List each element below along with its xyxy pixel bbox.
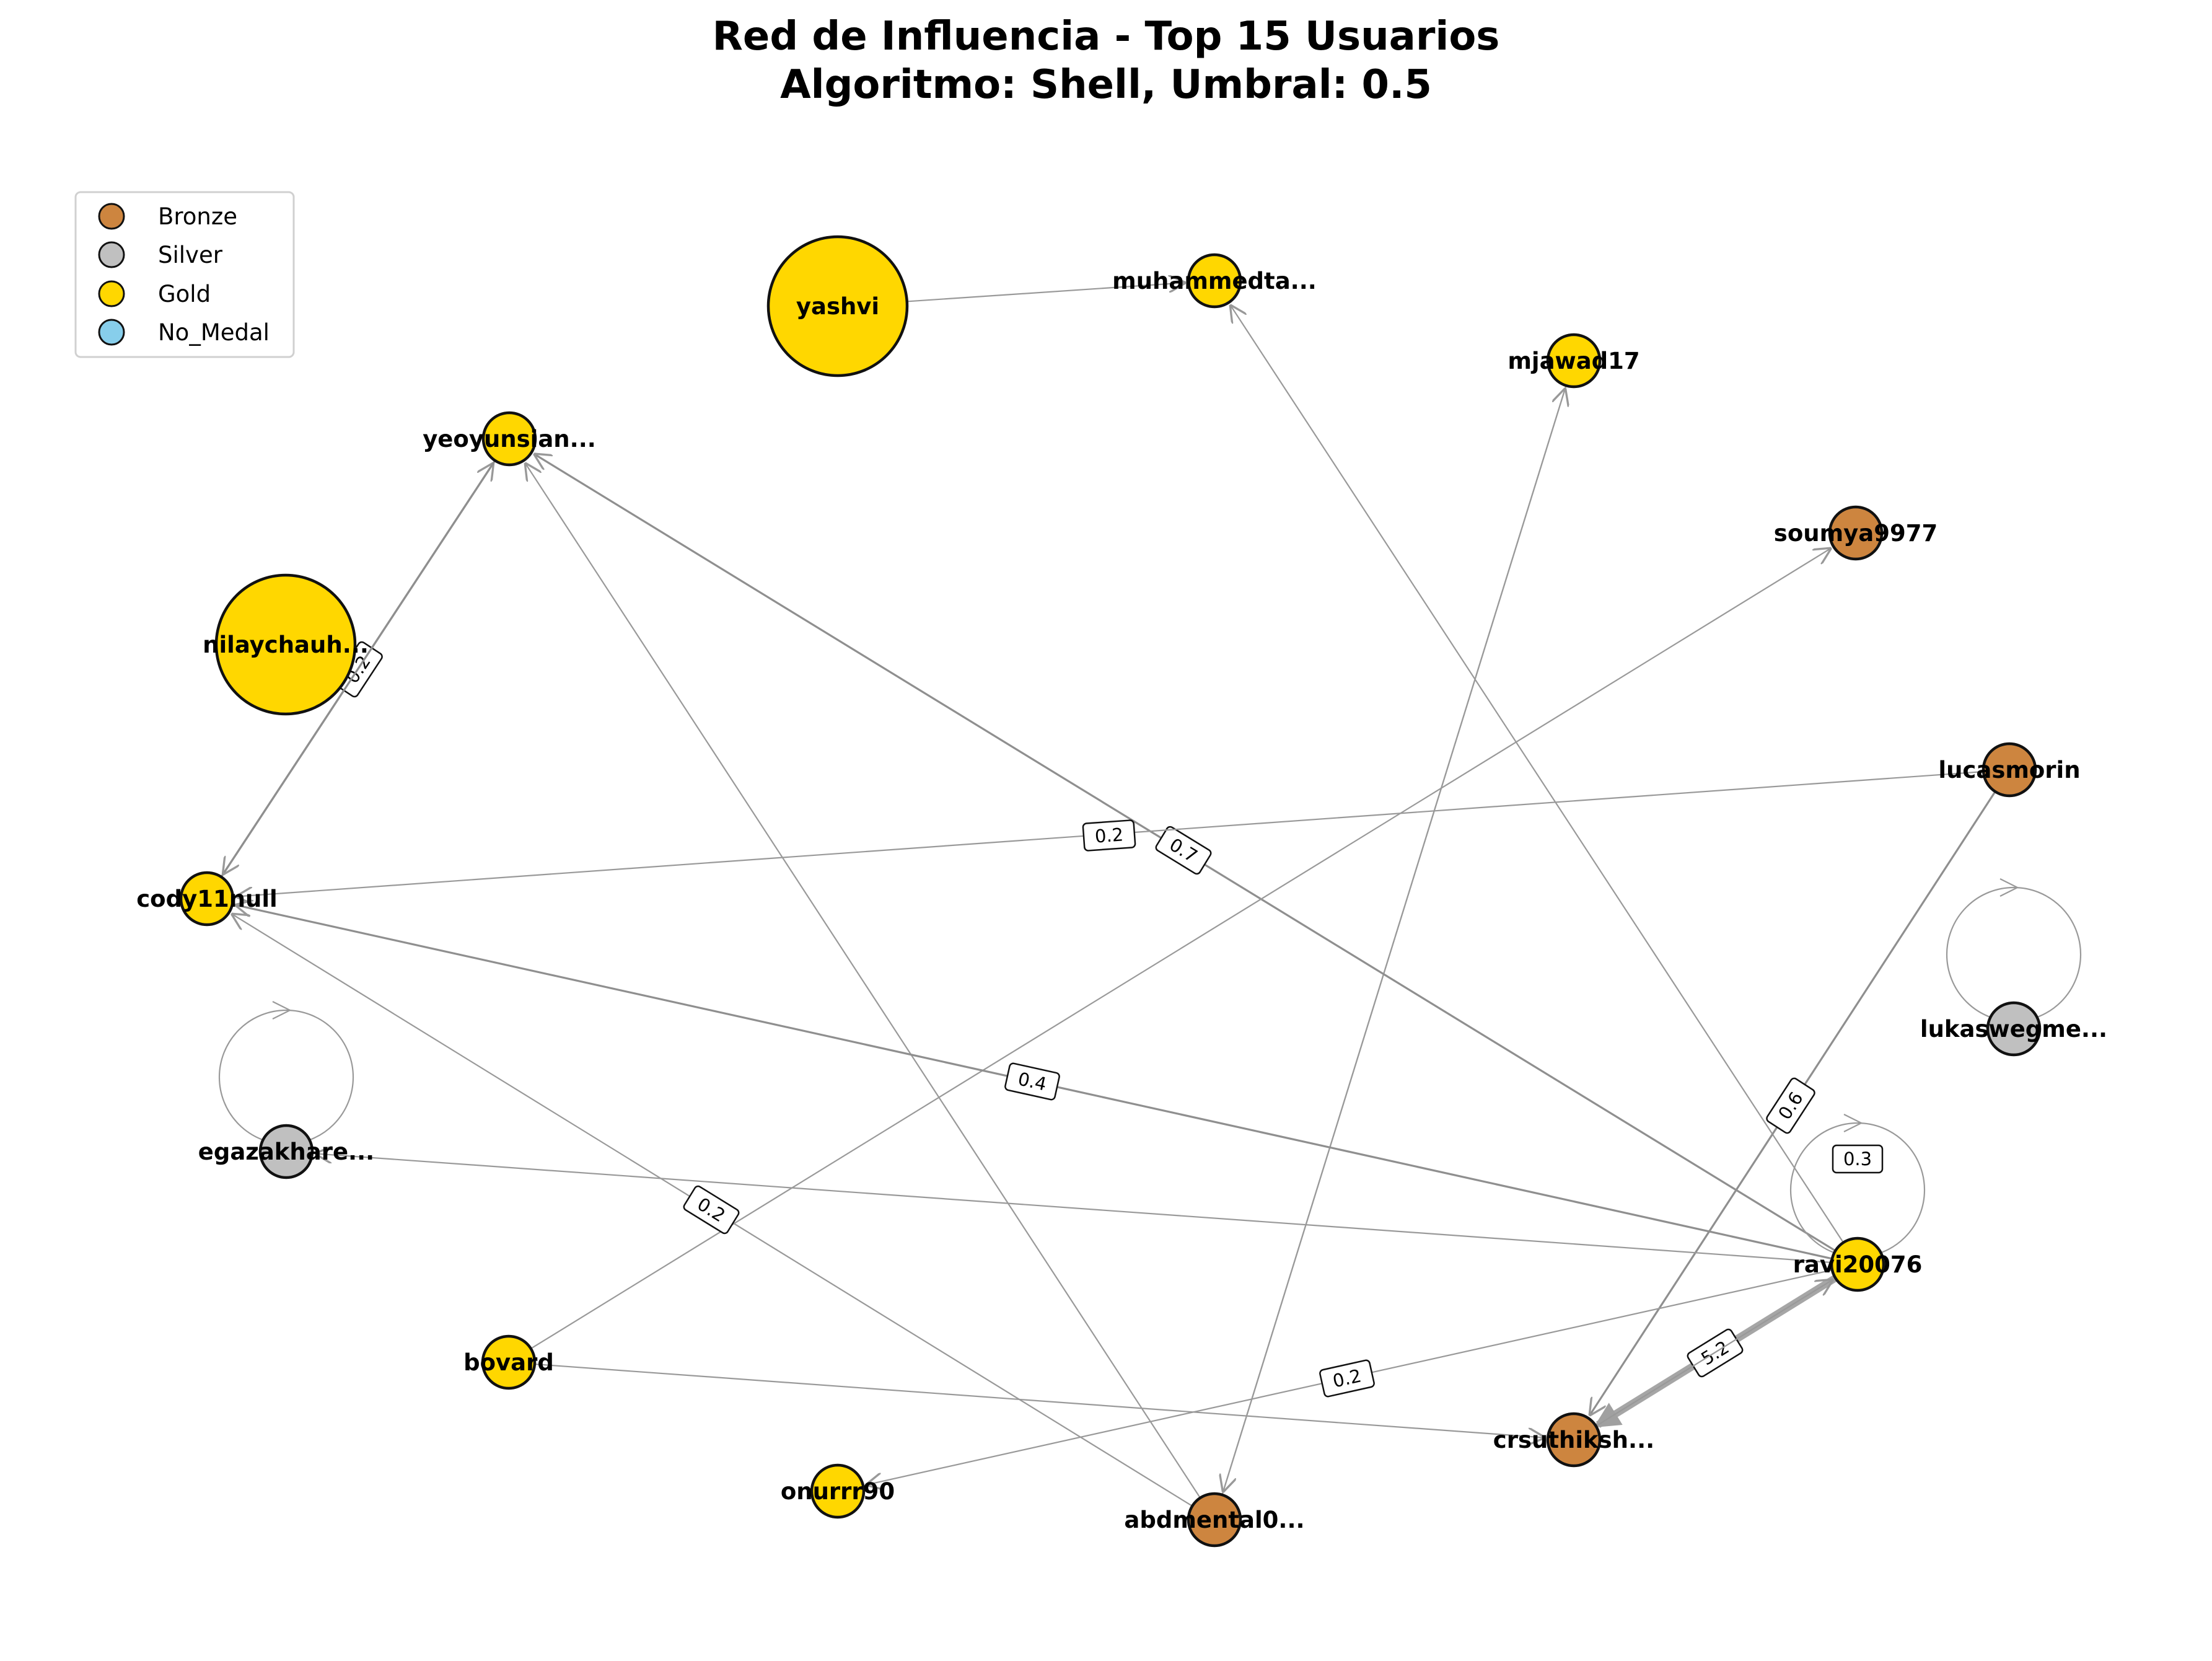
edge-lucasmorin-to-cody11null: 0.2 xyxy=(235,770,1984,897)
edge-weight-box xyxy=(1832,1144,1884,1174)
edge-weight-box xyxy=(1004,1062,1060,1101)
legend: Bronze Silver Gold No_Medal xyxy=(74,191,295,358)
edge-weight-label: 0.2 xyxy=(1094,824,1124,847)
edge-yeoyunsian-to-cody11null xyxy=(222,460,496,875)
node-ravi20076[interactable] xyxy=(1830,1236,1885,1292)
edge-ravi20076-to-ravi20076: 0.3 xyxy=(1789,1114,1926,1258)
legend-item-silver: Silver xyxy=(98,241,223,268)
edge-line xyxy=(530,548,1832,1349)
node-label-muhammedta: muhammedta... xyxy=(1112,268,1317,294)
edge-weight: 0.2 xyxy=(1082,819,1136,852)
edge-line xyxy=(1223,385,1567,1492)
node-label-cody11null: cody11null xyxy=(136,886,278,912)
node-muhammedta[interactable] xyxy=(1187,253,1242,309)
edge-crsuthiksh-to-ravi20076 xyxy=(1595,1279,1833,1427)
node-soumya9977[interactable] xyxy=(1828,505,1884,561)
node-label-ravi20076: ravi20076 xyxy=(1793,1251,1923,1278)
edge-ravi20076-to-egazakhare xyxy=(315,1153,1832,1264)
node-abdmental0[interactable] xyxy=(1187,1492,1242,1548)
edge-weight-label: 0.3 xyxy=(1843,1148,1872,1170)
edge-weight-box xyxy=(683,1185,740,1235)
chart-title-line-2: Algoritmo: Shell, Umbral: 0.5 xyxy=(780,62,1432,108)
node-label-abdmental0: abdmental0... xyxy=(1124,1507,1304,1533)
node-yashvi[interactable] xyxy=(766,235,909,377)
edge-bovard-to-crsuthiksh xyxy=(534,1363,1545,1438)
edge-line xyxy=(1595,1279,1833,1427)
edge-line xyxy=(1230,304,1844,1243)
node-cody11null[interactable] xyxy=(179,871,235,927)
node-yeoyunsian[interactable] xyxy=(481,411,537,467)
node-label-yeoyunsian: yeoyunsian... xyxy=(423,426,596,452)
self-loop-arrowhead xyxy=(1999,878,2019,897)
node-onurrr90[interactable] xyxy=(810,1463,866,1519)
node-mjawad17[interactable] xyxy=(1546,333,1602,389)
node-label-onurrr90: onurrr90 xyxy=(781,1478,895,1505)
legend-item-bronze: Bronze xyxy=(98,203,237,230)
edge-weight-box xyxy=(1766,1077,1815,1134)
node-label-egazakhare: egazakhare... xyxy=(198,1139,374,1165)
edge-yashvi-to-muhammedta xyxy=(906,283,1186,302)
node-lukaswegme[interactable] xyxy=(1986,1001,2042,1057)
legend-label-gold: Gold xyxy=(158,281,211,307)
node-labels-layer: yashvi muhammedta... mjawad17 yeoyunsian...… xyxy=(136,268,2107,1533)
edge-weight: 0.2 xyxy=(683,1185,740,1235)
node-label-crsuthiksh: crsuthiksh... xyxy=(1493,1427,1654,1453)
edge-mjawad17-to-abdmental0 xyxy=(1223,385,1567,1492)
nodes-layer xyxy=(179,235,2042,1548)
edge-bovard-to-soumya9977 xyxy=(530,548,1832,1349)
legend-swatch-gold xyxy=(98,280,125,307)
edge-abdmental0-to-cody11null: 0.2 xyxy=(231,914,1193,1507)
node-crsuthiksh[interactable] xyxy=(1546,1412,1602,1468)
edges-layer: 0.20.70.20.40.20.60.25.20.3 xyxy=(218,283,2082,1507)
legend-item-no-medal: No_Medal xyxy=(98,319,270,346)
edge-weight: 0.4 xyxy=(1004,1062,1060,1101)
edge-weight-box xyxy=(1082,819,1136,852)
edge-ravi20076-to-muhammedta xyxy=(1230,304,1844,1243)
legend-swatch-no-medal xyxy=(98,319,125,346)
node-label-mjawad17: mjawad17 xyxy=(1508,348,1639,374)
edge-line xyxy=(906,283,1186,302)
node-label-lukaswegme: lukaswegme... xyxy=(1920,1016,2107,1042)
edge-lukaswegme-to-lukaswegme xyxy=(1946,878,2082,1023)
self-loop-arrowhead xyxy=(1843,1114,1863,1132)
node-label-bovard: bovard xyxy=(463,1349,554,1376)
edge-line xyxy=(525,463,1201,1499)
legend-swatch-silver xyxy=(98,241,125,268)
edge-lucasmorin-to-crsuthiksh: 0.6 xyxy=(1589,791,1996,1416)
edge-ravi20076-to-cody11null: 0.4 xyxy=(235,905,1833,1260)
legend-item-gold: Gold xyxy=(98,280,211,307)
legend-swatch-bronze xyxy=(98,203,125,230)
edge-abdmental0-to-yeoyunsian xyxy=(525,463,1201,1499)
edge-ravi20076-to-yeoyunsian: 0.7 xyxy=(533,454,1837,1252)
edge-weight: 0.6 xyxy=(1766,1077,1815,1134)
legend-label-silver: Silver xyxy=(158,242,223,268)
legend-label-no-medal: No_Medal xyxy=(158,319,270,346)
edge-line xyxy=(222,460,496,875)
self-loop-ravi20076 xyxy=(1789,1122,1926,1258)
edge-weight: 0.7 xyxy=(1155,826,1212,875)
chart-title-line-1: Red de Influencia - Top 15 Usuarios xyxy=(713,14,1500,59)
legend-frame xyxy=(74,191,295,358)
node-lucasmorin[interactable] xyxy=(1982,742,2037,798)
node-label-nilaychauh: nilaychauh... xyxy=(203,632,369,658)
edge-egazakhare-to-egazakhare xyxy=(218,1001,354,1145)
node-egazakhare[interactable] xyxy=(258,1124,314,1179)
edge-line xyxy=(534,1363,1545,1438)
node-label-soumya9977: soumya9977 xyxy=(1774,520,1938,547)
self-loop-egazakhare xyxy=(218,1009,354,1145)
edge-line xyxy=(315,1153,1832,1264)
edge-weight-box xyxy=(1155,826,1212,875)
self-loop-arrowhead xyxy=(272,1001,292,1020)
edge-weight-box xyxy=(1319,1359,1375,1398)
edge-ravi20076-to-onurrr90: 0.2 xyxy=(866,1269,1833,1485)
node-nilaychauh[interactable] xyxy=(214,573,357,716)
node-label-yashvi: yashvi xyxy=(796,293,879,320)
edge-weight: 0.2 xyxy=(1319,1359,1375,1398)
node-bovard[interactable] xyxy=(481,1334,537,1390)
legend-label-bronze: Bronze xyxy=(158,203,237,230)
node-label-lucasmorin: lucasmorin xyxy=(1938,757,2080,783)
self-loop-lukaswegme xyxy=(1946,886,2082,1023)
